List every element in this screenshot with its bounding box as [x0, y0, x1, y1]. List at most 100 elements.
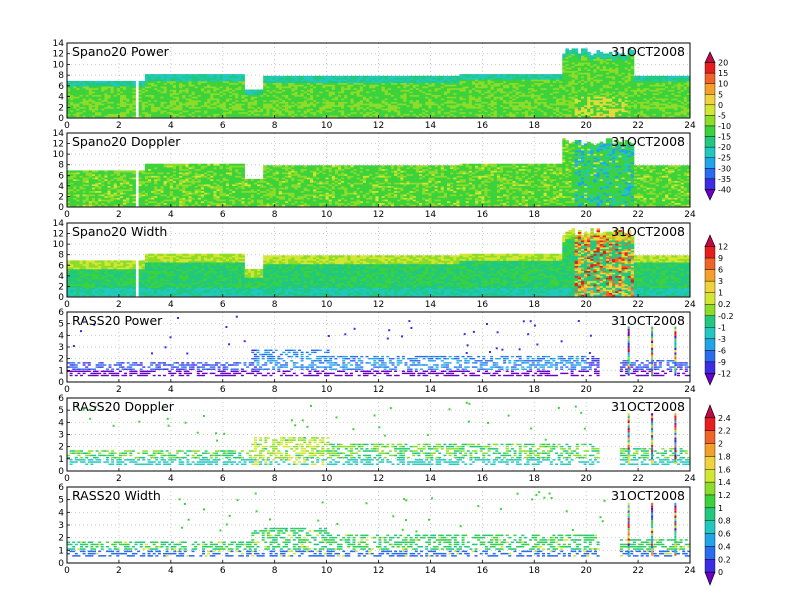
data-cell [493, 77, 498, 80]
data-cell [116, 110, 121, 113]
data-cell [605, 70, 610, 73]
data-cell [630, 72, 635, 75]
data-cell [250, 91, 255, 94]
data-cell [219, 106, 224, 109]
data-cell [637, 96, 641, 99]
data-cell [425, 91, 429, 94]
data-cell [347, 96, 351, 99]
data-cell [82, 84, 87, 87]
data-cell [559, 86, 563, 89]
data-cell [565, 50, 569, 53]
data-cell [637, 80, 641, 84]
data-cell [306, 101, 311, 104]
data-cell [637, 108, 641, 111]
data-cell [627, 51, 632, 54]
data-cell [381, 75, 386, 78]
data-cell [465, 89, 470, 92]
data-cell [571, 113, 576, 116]
data-cell [412, 75, 417, 78]
data-cell [344, 101, 348, 104]
data-cell [581, 108, 585, 111]
data-cell [652, 77, 657, 80]
data-cell [319, 115, 323, 118]
data-cell [278, 111, 283, 114]
data-cell [615, 111, 619, 114]
data-cell [531, 94, 535, 97]
data-cell [347, 92, 351, 96]
data-cell [73, 104, 77, 108]
data-cell [503, 101, 507, 104]
data-cell [612, 108, 616, 111]
data-cell [546, 82, 551, 85]
data-cell [509, 79, 513, 82]
data-cell [668, 77, 672, 80]
data-cell [263, 108, 267, 111]
data-cell [515, 106, 520, 109]
data-cell [674, 84, 678, 87]
data-cell [210, 106, 214, 109]
data-cell [465, 111, 470, 114]
data-cell [627, 67, 632, 70]
data-cell [67, 82, 71, 85]
data-cell [200, 91, 205, 94]
data-cell [412, 91, 417, 94]
data-cell [151, 87, 155, 90]
data-cell [478, 98, 482, 101]
data-cell [677, 98, 682, 101]
data-cell [615, 51, 619, 54]
data-cell [677, 87, 682, 90]
data-cell [440, 89, 445, 92]
data-cell [67, 108, 71, 111]
data-cell [138, 80, 143, 84]
data-cell [605, 108, 610, 111]
data-cell [425, 108, 429, 111]
data-cell [593, 84, 597, 87]
data-cell [235, 94, 239, 97]
data-cell [590, 113, 594, 116]
data-cell [266, 89, 270, 92]
data-cell [101, 96, 105, 99]
data-cell [521, 82, 526, 85]
data-cell [633, 104, 638, 108]
data-cell [671, 104, 675, 108]
data-cell [584, 82, 588, 85]
data-cell [559, 82, 563, 85]
data-cell [359, 106, 364, 109]
data-cell [334, 106, 339, 109]
data-cell [440, 113, 445, 116]
data-cell [674, 91, 678, 94]
data-cell [512, 74, 516, 77]
data-cell [232, 110, 236, 113]
data-cell [384, 80, 389, 84]
data-cell [584, 50, 588, 53]
data-cell [521, 96, 526, 99]
data-cell [431, 110, 436, 113]
data-cell [319, 108, 323, 111]
data-cell [179, 91, 183, 94]
data-cell [630, 65, 635, 68]
data-cell [400, 115, 404, 118]
data-cell [394, 77, 398, 80]
data-cell [366, 75, 370, 78]
data-cell [85, 108, 90, 111]
data-cell [652, 106, 657, 109]
data-cell [518, 104, 523, 108]
data-cell [288, 80, 292, 84]
data-cell [313, 79, 317, 82]
data-cell [543, 96, 548, 99]
data-cell [319, 86, 323, 89]
data-cell [341, 82, 345, 85]
data-cell [615, 62, 619, 65]
data-cell [260, 101, 264, 104]
data-cell [493, 84, 498, 87]
data-cell [316, 103, 320, 106]
data-cell [194, 80, 199, 84]
data-cell [490, 80, 495, 84]
data-cell [120, 103, 124, 106]
data-cell [238, 87, 242, 90]
data-cell [574, 92, 579, 96]
data-cell [506, 80, 510, 84]
data-cell [571, 94, 576, 97]
data-cell [182, 89, 186, 92]
data-cell [400, 103, 404, 106]
